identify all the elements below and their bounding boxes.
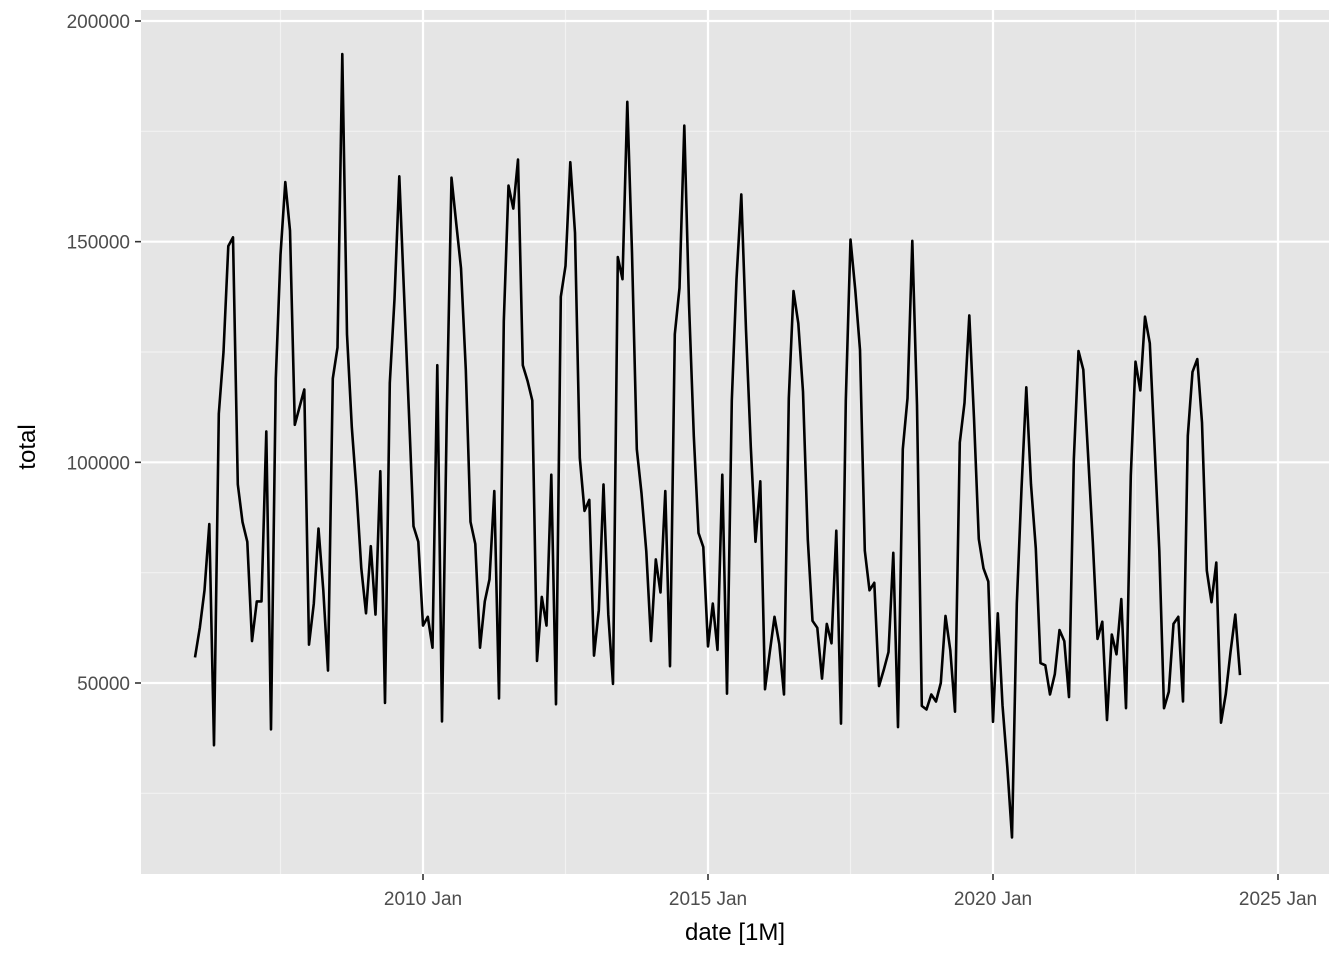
x-axis-title: date [1M] bbox=[685, 919, 785, 946]
x-tick-label: 2010 Jan bbox=[384, 889, 462, 910]
x-axis: 2010 Jan 2015 Jan 2020 Jan 2025 Jan bbox=[384, 874, 1317, 910]
series-line-total bbox=[193, 52, 1242, 839]
y-axis: 50000 100000 150000 200000 bbox=[67, 12, 141, 695]
y-tick-label: 150000 bbox=[67, 233, 130, 254]
x-tick-label: 2025 Jan bbox=[1239, 889, 1317, 910]
plot-panel bbox=[141, 10, 1329, 874]
x-tick-label: 2020 Jan bbox=[954, 889, 1032, 910]
x-tick-label: 2015 Jan bbox=[669, 889, 747, 910]
y-tick-label: 50000 bbox=[77, 674, 130, 695]
y-tick-label: 100000 bbox=[67, 453, 130, 474]
minor-gridlines bbox=[141, 10, 1329, 874]
y-axis-title: total bbox=[14, 424, 41, 469]
y-tick-label: 200000 bbox=[67, 12, 130, 33]
